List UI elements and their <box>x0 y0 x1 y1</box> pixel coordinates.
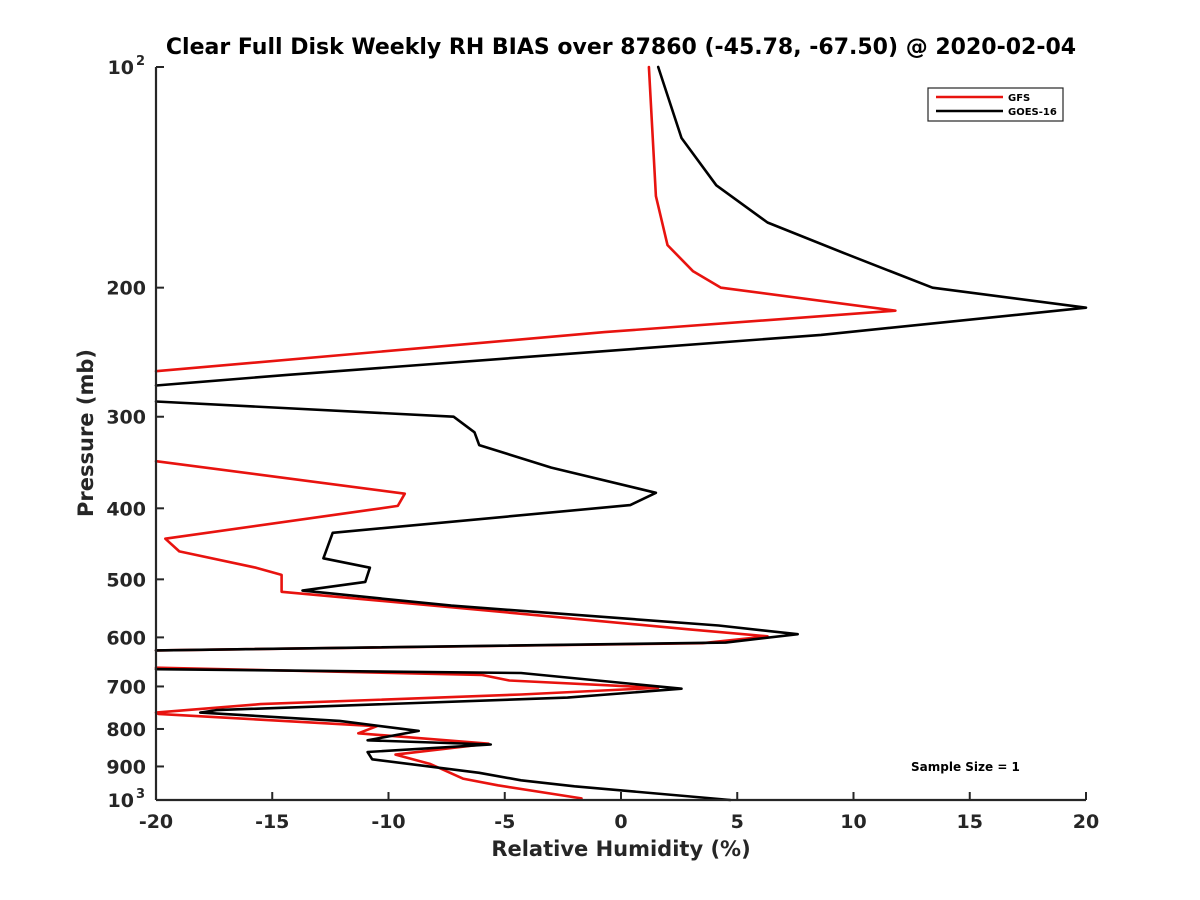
x-tick-label: 15 <box>957 811 983 833</box>
x-tick-label: -20 <box>139 811 173 833</box>
plot-area: -20 -15 -10 -5 0 5 10 15 20 10 220030040050060070… <box>106 54 1099 833</box>
series-line-gfs <box>154 65 897 800</box>
y-tick-label: 200 <box>106 278 146 300</box>
x-tick-label: 0 <box>614 811 627 833</box>
chart-title: Clear Full Disk Weekly RH BIAS over 8786… <box>166 35 1076 60</box>
legend-box <box>927 87 1064 122</box>
x-tick-label: -15 <box>255 811 289 833</box>
y-tick-label: 800 <box>106 719 146 741</box>
y-tick-label: 700 <box>106 676 146 698</box>
legend-label-goes-16: GOES-16 <box>1008 107 1057 118</box>
y-tick-label-exponent: 3 <box>136 787 145 802</box>
y-tick-label: 600 <box>106 627 146 649</box>
x-axis-ticks: -20 -15 -10 -5 0 5 10 15 20 <box>139 792 1099 833</box>
plot-frame <box>156 67 1086 800</box>
legend: GFS GOES-16 <box>927 87 1064 122</box>
x-axis-label: Relative Humidity (%) <box>491 837 750 861</box>
sample-size-note: Sample Size = 1 <box>911 760 1020 774</box>
y-axis-label: Pressure (mb) <box>74 349 98 517</box>
x-tick-label: 5 <box>731 811 744 833</box>
y-tick-label: 500 <box>106 569 146 591</box>
x-tick-label: 10 <box>840 811 866 833</box>
y-tick-label: 400 <box>106 498 146 520</box>
y-tick-label-exponent: 2 <box>136 54 145 69</box>
x-tick-label: -5 <box>494 811 515 833</box>
legend-label-gfs: GFS <box>1008 93 1030 104</box>
y-tick-label: 10 <box>108 57 134 79</box>
series-line-goes-16 <box>154 65 1088 802</box>
y-tick-label: 10 <box>108 790 134 812</box>
x-tick-label: -10 <box>371 811 405 833</box>
y-tick-label: 900 <box>106 756 146 778</box>
y-tick-label: 300 <box>106 407 146 429</box>
x-tick-label: 20 <box>1073 811 1099 833</box>
series-layer <box>154 65 1088 802</box>
